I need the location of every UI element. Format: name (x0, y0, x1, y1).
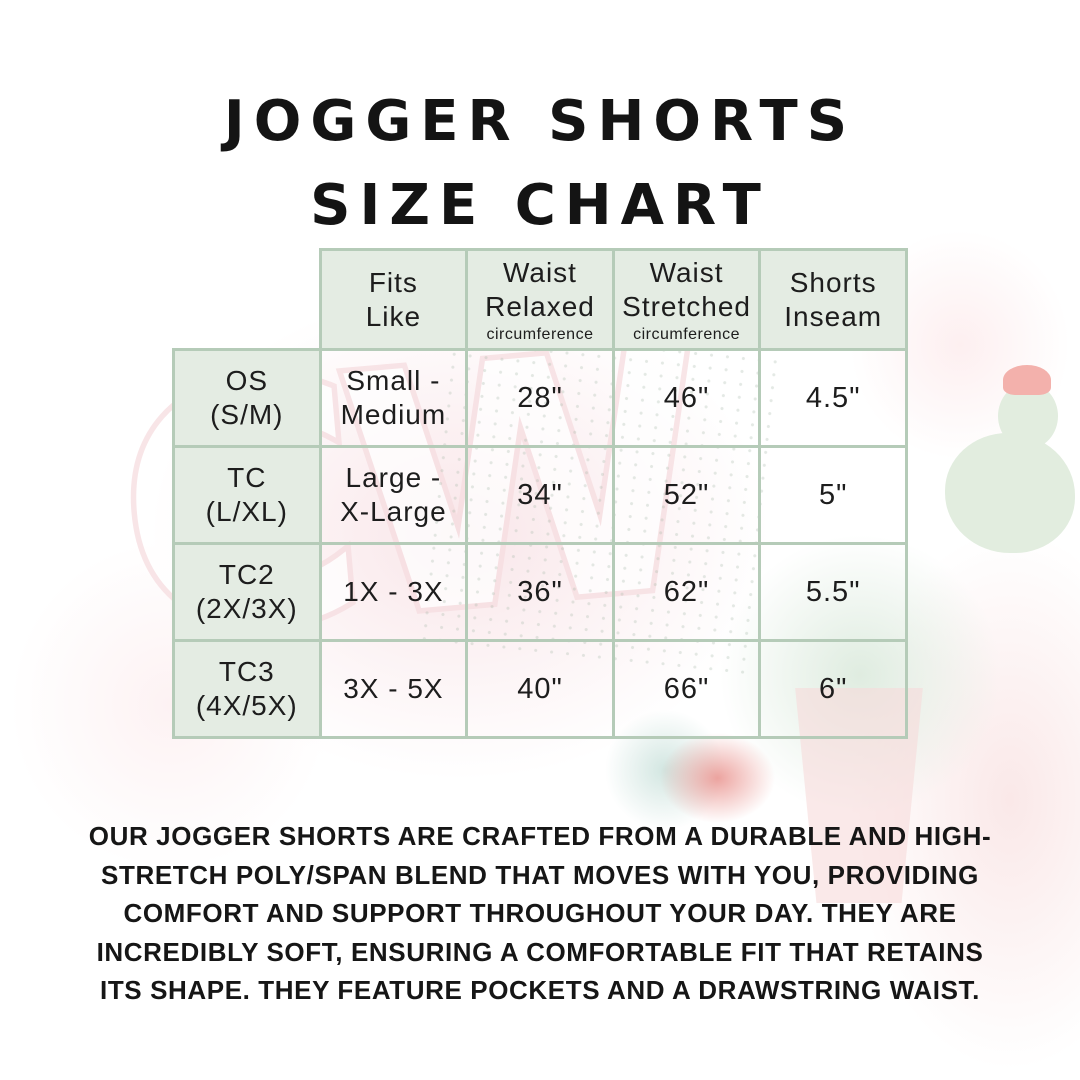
cactus-pad-icon (945, 433, 1075, 553)
cell-fits-like: Large - X-Large (318, 445, 469, 545)
red-flower-watermark (660, 733, 775, 823)
cell-waist-relaxed: 40" (465, 639, 615, 739)
row-label-tc2: TC2 (2X/3X) (172, 542, 322, 642)
cell-shorts-inseam: 5" (758, 445, 908, 545)
row-label-tc: TC (L/XL) (172, 445, 322, 545)
page-title-line-1: JOGGER SHORTS (223, 88, 857, 154)
cell-waist-stretched: 66" (611, 639, 762, 739)
cell-waist-relaxed: 36" (465, 542, 615, 642)
column-header-fits-like: Fits Like (318, 248, 469, 351)
product-description: OUR JOGGER SHORTS ARE CRAFTED FROM A DUR… (0, 817, 1080, 1010)
cell-fits-like: Small - Medium (318, 348, 469, 448)
column-header-shorts-inseam: Shorts Inseam (758, 248, 908, 351)
header-row: Fits Like Waist Relaxed circumference Wa… (174, 248, 908, 351)
cell-fits-like: 1X - 3X (318, 542, 469, 642)
description-line: ITS SHAPE. THEY FEATURE POCKETS AND A DR… (100, 975, 980, 1005)
description-line: COMFORT AND SUPPORT THROUGHOUT YOUR DAY.… (123, 898, 957, 928)
cell-waist-stretched: 62" (611, 542, 762, 642)
column-header-waist-stretched: Waist Stretched circumference (611, 248, 762, 351)
table-row-tc2: TC2 (2X/3X) 1X - 3X 36" 62" 5.5" (172, 542, 908, 642)
cell-shorts-inseam: 4.5" (758, 348, 908, 448)
row-label-tc3: TC3 (4X/5X) (172, 639, 322, 739)
description-line: OUR JOGGER SHORTS ARE CRAFTED FROM A DUR… (88, 821, 992, 851)
cell-waist-relaxed: 34" (465, 445, 615, 545)
description-line: INCREDIBLY SOFT, ENSURING A COMFORTABLE … (96, 936, 984, 967)
table-row-os: OS (S/M) Small - Medium 28" 46" 4.5" (172, 348, 908, 448)
blank-header-cell (174, 250, 321, 350)
row-label-os: OS (S/M) (172, 348, 322, 448)
table-row-tc3: TC3 (4X/5X) 3X - 5X 40" 66" 6" (172, 639, 908, 739)
page-title: JOGGER SHORTS SIZE CHART (0, 80, 1080, 248)
cell-waist-stretched: 52" (611, 445, 762, 545)
cell-waist-relaxed: 28" (465, 348, 615, 448)
cell-shorts-inseam: 5.5" (758, 542, 908, 642)
cactus-watermark (900, 355, 1080, 595)
cell-shorts-inseam: 6" (758, 639, 908, 739)
page-title-line-2: SIZE CHART (310, 172, 770, 238)
table-row-tc: TC (L/XL) Large - X-Large 34" 52" 5" (172, 445, 908, 545)
column-header-waist-relaxed: Waist Relaxed circumference (465, 248, 615, 351)
description-line: STRETCH POLY/SPAN BLEND THAT MOVES WITH … (101, 859, 979, 890)
cactus-flower-icon (1003, 365, 1051, 395)
cell-waist-stretched: 46" (611, 348, 762, 448)
size-chart-table: Fits Like Waist Relaxed circumference Wa… (172, 248, 908, 739)
cell-fits-like: 3X - 5X (318, 639, 469, 739)
